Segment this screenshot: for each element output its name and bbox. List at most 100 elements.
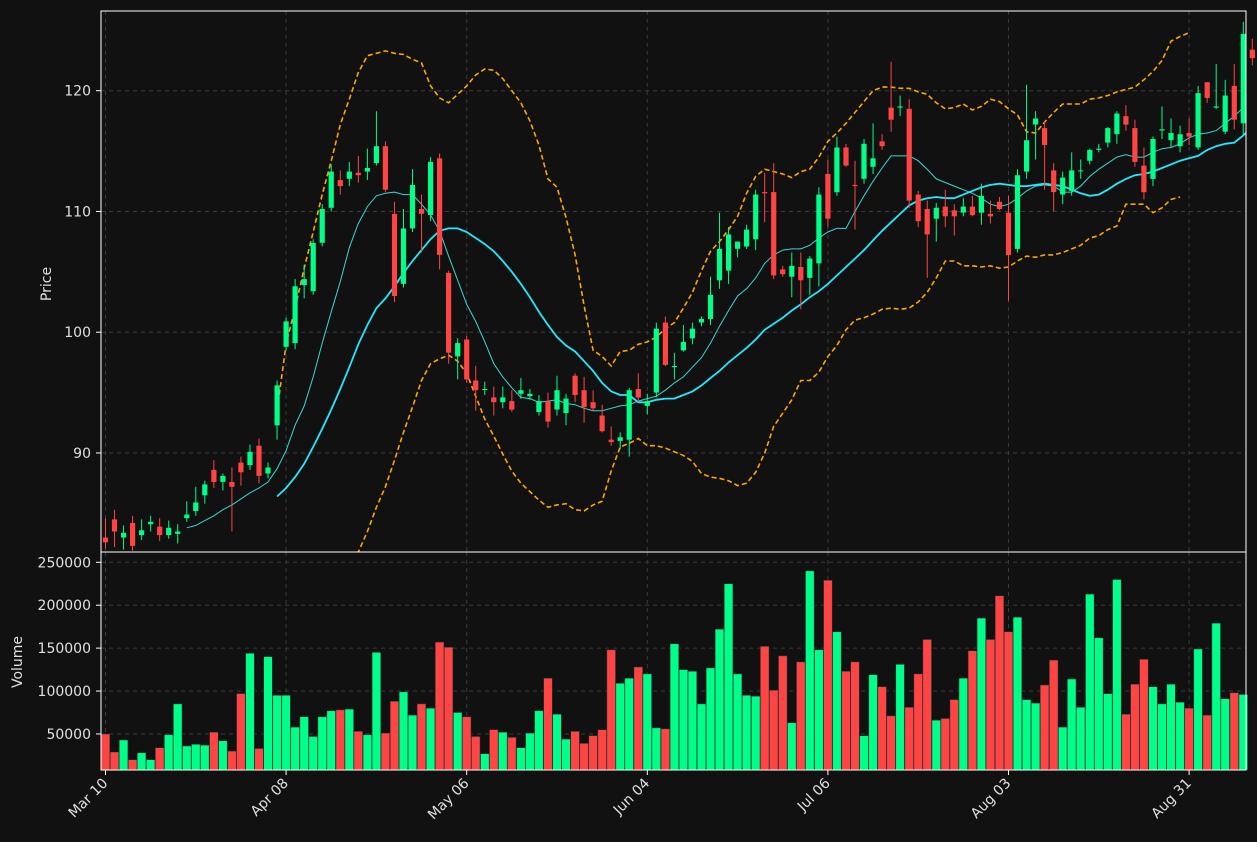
candle xyxy=(1168,118,1174,148)
candle-body xyxy=(446,273,452,353)
volume-bar xyxy=(705,667,716,771)
candle-body xyxy=(1105,128,1111,143)
volume-tick-label: 250000 xyxy=(38,555,91,571)
candle-body xyxy=(1005,212,1012,255)
candle xyxy=(301,264,307,299)
candle xyxy=(969,195,975,217)
candle-body xyxy=(906,108,912,201)
candle xyxy=(166,520,172,539)
candle xyxy=(184,501,190,522)
candle xyxy=(473,366,479,411)
volume-bar xyxy=(353,731,363,771)
candle-body xyxy=(464,339,470,380)
volume-bar xyxy=(958,677,968,771)
volume-bar xyxy=(1040,684,1050,771)
candle xyxy=(139,519,145,540)
candle-body xyxy=(771,192,777,276)
candle xyxy=(879,134,885,150)
bollinger-bands xyxy=(276,31,1190,552)
candle xyxy=(771,163,777,280)
candle xyxy=(437,153,443,270)
volume-bar xyxy=(579,743,589,771)
candle xyxy=(500,386,506,409)
candle xyxy=(996,196,1003,211)
candle xyxy=(960,198,966,217)
candle-body xyxy=(518,390,524,394)
volume-bar xyxy=(1094,637,1104,771)
candle xyxy=(744,224,750,249)
volume-bar xyxy=(1076,707,1086,771)
candle xyxy=(608,426,614,446)
candle xyxy=(626,387,632,457)
volume-bar xyxy=(967,650,977,771)
volume-bar xyxy=(299,716,309,771)
volume-bar xyxy=(344,708,354,771)
candle xyxy=(1105,126,1111,148)
candle xyxy=(1042,120,1048,190)
candle-body xyxy=(590,402,596,409)
candle-body xyxy=(798,267,804,281)
candle-body xyxy=(726,234,732,271)
volume-bar xyxy=(471,736,481,771)
volume-bar xyxy=(895,664,905,771)
candle-body xyxy=(933,207,939,219)
volume-bar xyxy=(1157,703,1167,771)
volume-bar xyxy=(1139,659,1149,771)
candle xyxy=(1033,111,1039,160)
volume-bar xyxy=(525,732,535,771)
candle-body xyxy=(1222,95,1228,132)
candle xyxy=(464,335,470,383)
volume-bar xyxy=(480,753,490,771)
volume-bar xyxy=(543,677,553,771)
candle-body xyxy=(915,194,921,222)
candle xyxy=(310,239,316,295)
volume-bar xyxy=(371,652,381,771)
candle-body xyxy=(1114,113,1120,135)
volume-bar xyxy=(868,674,878,771)
candle xyxy=(1096,143,1102,153)
candle-body xyxy=(987,213,993,217)
volume-bar xyxy=(1031,702,1041,771)
candle xyxy=(373,111,379,166)
candle xyxy=(716,212,723,289)
volume-bar xyxy=(1166,683,1176,771)
candle xyxy=(337,170,343,195)
volume-panel-frame xyxy=(100,551,1247,771)
volume-bar xyxy=(976,617,986,771)
volume-bar xyxy=(651,727,661,771)
candle xyxy=(852,160,858,230)
candle-body xyxy=(1096,148,1102,150)
volume-bar xyxy=(669,643,679,771)
volume-bar xyxy=(787,722,797,771)
volume-bar xyxy=(1103,693,1113,771)
candle xyxy=(1014,169,1021,253)
candle-body xyxy=(220,475,226,482)
candle-body xyxy=(1087,149,1093,161)
candle xyxy=(319,204,325,247)
candle xyxy=(292,279,298,350)
candle-body xyxy=(852,184,858,187)
candle xyxy=(148,515,154,532)
candle-body xyxy=(762,192,768,194)
volume-bar xyxy=(687,671,697,771)
candle-body xyxy=(698,318,705,323)
candle-body xyxy=(978,195,984,213)
volume-bar xyxy=(308,736,318,771)
candle xyxy=(726,227,732,284)
volume-bar xyxy=(362,734,372,771)
candle xyxy=(229,467,235,532)
candle-body xyxy=(319,209,325,243)
volume-bar xyxy=(407,714,418,771)
candle-body xyxy=(527,393,533,397)
volume-bar xyxy=(317,716,327,771)
volume-bar xyxy=(877,686,887,771)
candle xyxy=(1231,64,1237,130)
candle xyxy=(861,139,867,184)
candle xyxy=(1213,64,1219,109)
volume-bar xyxy=(1211,622,1221,771)
volume-bar xyxy=(335,709,345,771)
candle xyxy=(536,395,542,416)
volume-bar xyxy=(1012,616,1023,771)
candle-body xyxy=(744,229,750,247)
